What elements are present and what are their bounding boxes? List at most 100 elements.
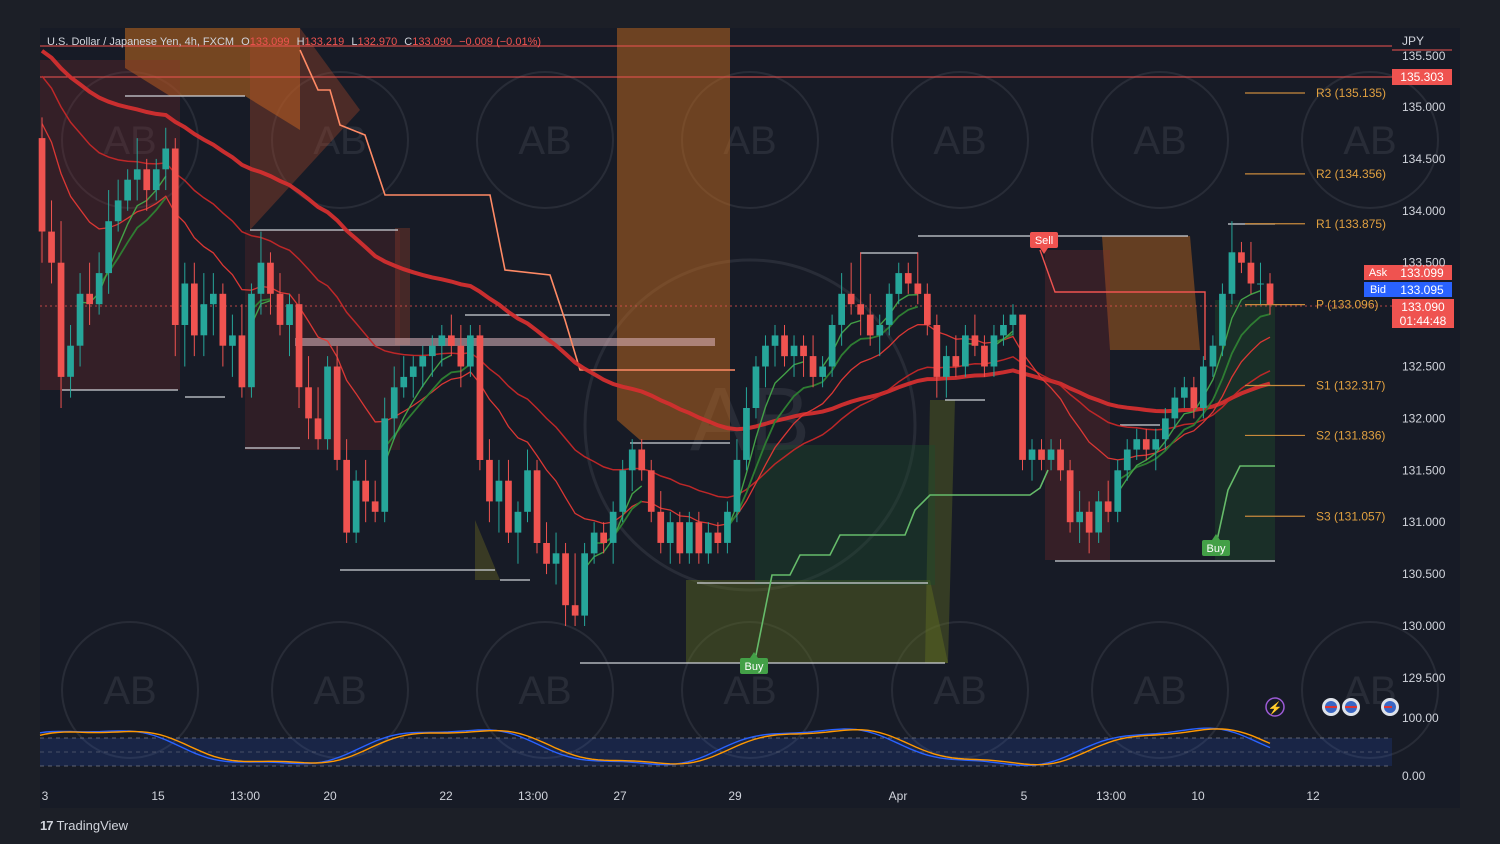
candle[interactable] (219, 283, 227, 367)
candle[interactable] (1181, 376, 1188, 409)
candle[interactable] (1266, 273, 1274, 315)
candle[interactable] (429, 335, 436, 377)
candle[interactable] (314, 387, 322, 450)
us-flag-icon[interactable] (1342, 698, 1360, 716)
candle[interactable] (343, 439, 350, 543)
candle[interactable] (333, 345, 341, 471)
candle[interactable] (1190, 376, 1198, 419)
candle[interactable] (981, 335, 988, 377)
candle[interactable] (400, 356, 408, 398)
candle[interactable] (904, 262, 912, 294)
candle[interactable] (133, 138, 141, 201)
time-axis[interactable]: 3 15 13:00 20 22 13:00 27 29 Apr 5 13:00 10 12 (42, 789, 1320, 803)
candle[interactable] (114, 179, 122, 232)
candle[interactable] (124, 169, 131, 211)
candle[interactable] (647, 459, 655, 523)
candle[interactable] (819, 356, 826, 388)
candle[interactable] (1076, 491, 1083, 543)
candle[interactable] (362, 459, 369, 523)
candle[interactable] (1047, 439, 1055, 471)
candle[interactable] (495, 459, 503, 533)
candle[interactable] (752, 356, 760, 419)
candle[interactable] (1038, 439, 1045, 471)
candle[interactable] (457, 324, 465, 388)
candle[interactable] (676, 511, 684, 564)
candle[interactable] (419, 345, 427, 388)
candle[interactable] (295, 293, 303, 409)
candle[interactable] (1133, 428, 1141, 460)
candle[interactable] (48, 200, 55, 284)
candle[interactable] (1114, 459, 1122, 523)
candle[interactable] (171, 138, 179, 357)
candle[interactable] (1247, 241, 1255, 294)
candle[interactable] (1000, 314, 1007, 346)
sell-signal[interactable]: Sell (1030, 232, 1058, 254)
candle[interactable] (438, 324, 446, 367)
us-flag-icon[interactable] (1381, 698, 1399, 716)
candle[interactable] (390, 366, 398, 440)
candle[interactable] (371, 480, 379, 523)
candle[interactable] (543, 522, 550, 575)
candle[interactable] (790, 335, 798, 377)
candle[interactable] (105, 190, 112, 294)
candle[interactable] (771, 324, 779, 367)
candle[interactable] (924, 283, 931, 336)
candle[interactable] (943, 345, 950, 398)
candle[interactable] (238, 304, 246, 398)
candle[interactable] (1066, 459, 1074, 533)
candle[interactable] (305, 356, 312, 440)
candle[interactable] (895, 262, 903, 305)
candle[interactable] (552, 532, 560, 585)
candle[interactable] (581, 542, 588, 626)
candle[interactable] (181, 262, 189, 367)
price-axis[interactable]: JPY 135.500 135.303 Ask 133.099 Bid 133.… (1364, 34, 1454, 685)
candle[interactable] (705, 522, 712, 564)
candle[interactable] (267, 252, 274, 315)
candle[interactable] (828, 314, 836, 377)
candle[interactable] (533, 459, 541, 554)
candle[interactable] (1228, 221, 1236, 305)
candle[interactable] (590, 522, 598, 564)
candle[interactable] (600, 522, 607, 554)
candle[interactable] (800, 335, 807, 377)
candle[interactable] (571, 553, 579, 626)
candle[interactable] (952, 335, 960, 377)
candle[interactable] (847, 262, 855, 315)
candle[interactable] (38, 117, 46, 263)
oscillator-axis[interactable]: 100.00 0.00 (1402, 711, 1439, 783)
candle[interactable] (1085, 501, 1093, 554)
candle[interactable] (686, 511, 693, 564)
time-axis-pane[interactable] (40, 782, 1460, 808)
candle[interactable] (524, 449, 531, 523)
candle[interactable] (86, 262, 93, 325)
tradingview-logo[interactable]: 17 TradingView (40, 818, 128, 833)
candle[interactable] (276, 273, 284, 336)
candle[interactable] (876, 314, 884, 357)
candle[interactable] (448, 314, 455, 357)
candle[interactable] (1142, 428, 1150, 460)
symbol-legend[interactable]: U.S. Dollar / Japanese Yen, 4h, FXCM O13… (47, 36, 541, 48)
candle[interactable] (1057, 439, 1064, 481)
candle[interactable] (95, 252, 103, 315)
candle[interactable] (324, 356, 331, 450)
candle[interactable] (76, 273, 84, 367)
candle[interactable] (885, 283, 893, 336)
lightning-icon[interactable]: ⚡ (1265, 697, 1285, 717)
candle[interactable] (1095, 491, 1102, 543)
candle[interactable] (210, 273, 217, 336)
candle-layer[interactable] (38, 117, 1274, 626)
candle[interactable] (1123, 439, 1131, 481)
candle[interactable] (476, 324, 484, 471)
candle[interactable] (762, 335, 769, 388)
us-flag-icon[interactable] (1322, 698, 1340, 716)
candle[interactable] (191, 262, 198, 357)
candle[interactable] (505, 459, 512, 543)
candle[interactable] (971, 314, 979, 357)
candle[interactable] (514, 501, 522, 564)
candle[interactable] (57, 221, 65, 409)
candle[interactable] (990, 324, 998, 377)
candle[interactable] (409, 356, 417, 398)
candle[interactable] (1171, 387, 1179, 429)
candle[interactable] (809, 335, 817, 388)
candle[interactable] (657, 491, 665, 554)
